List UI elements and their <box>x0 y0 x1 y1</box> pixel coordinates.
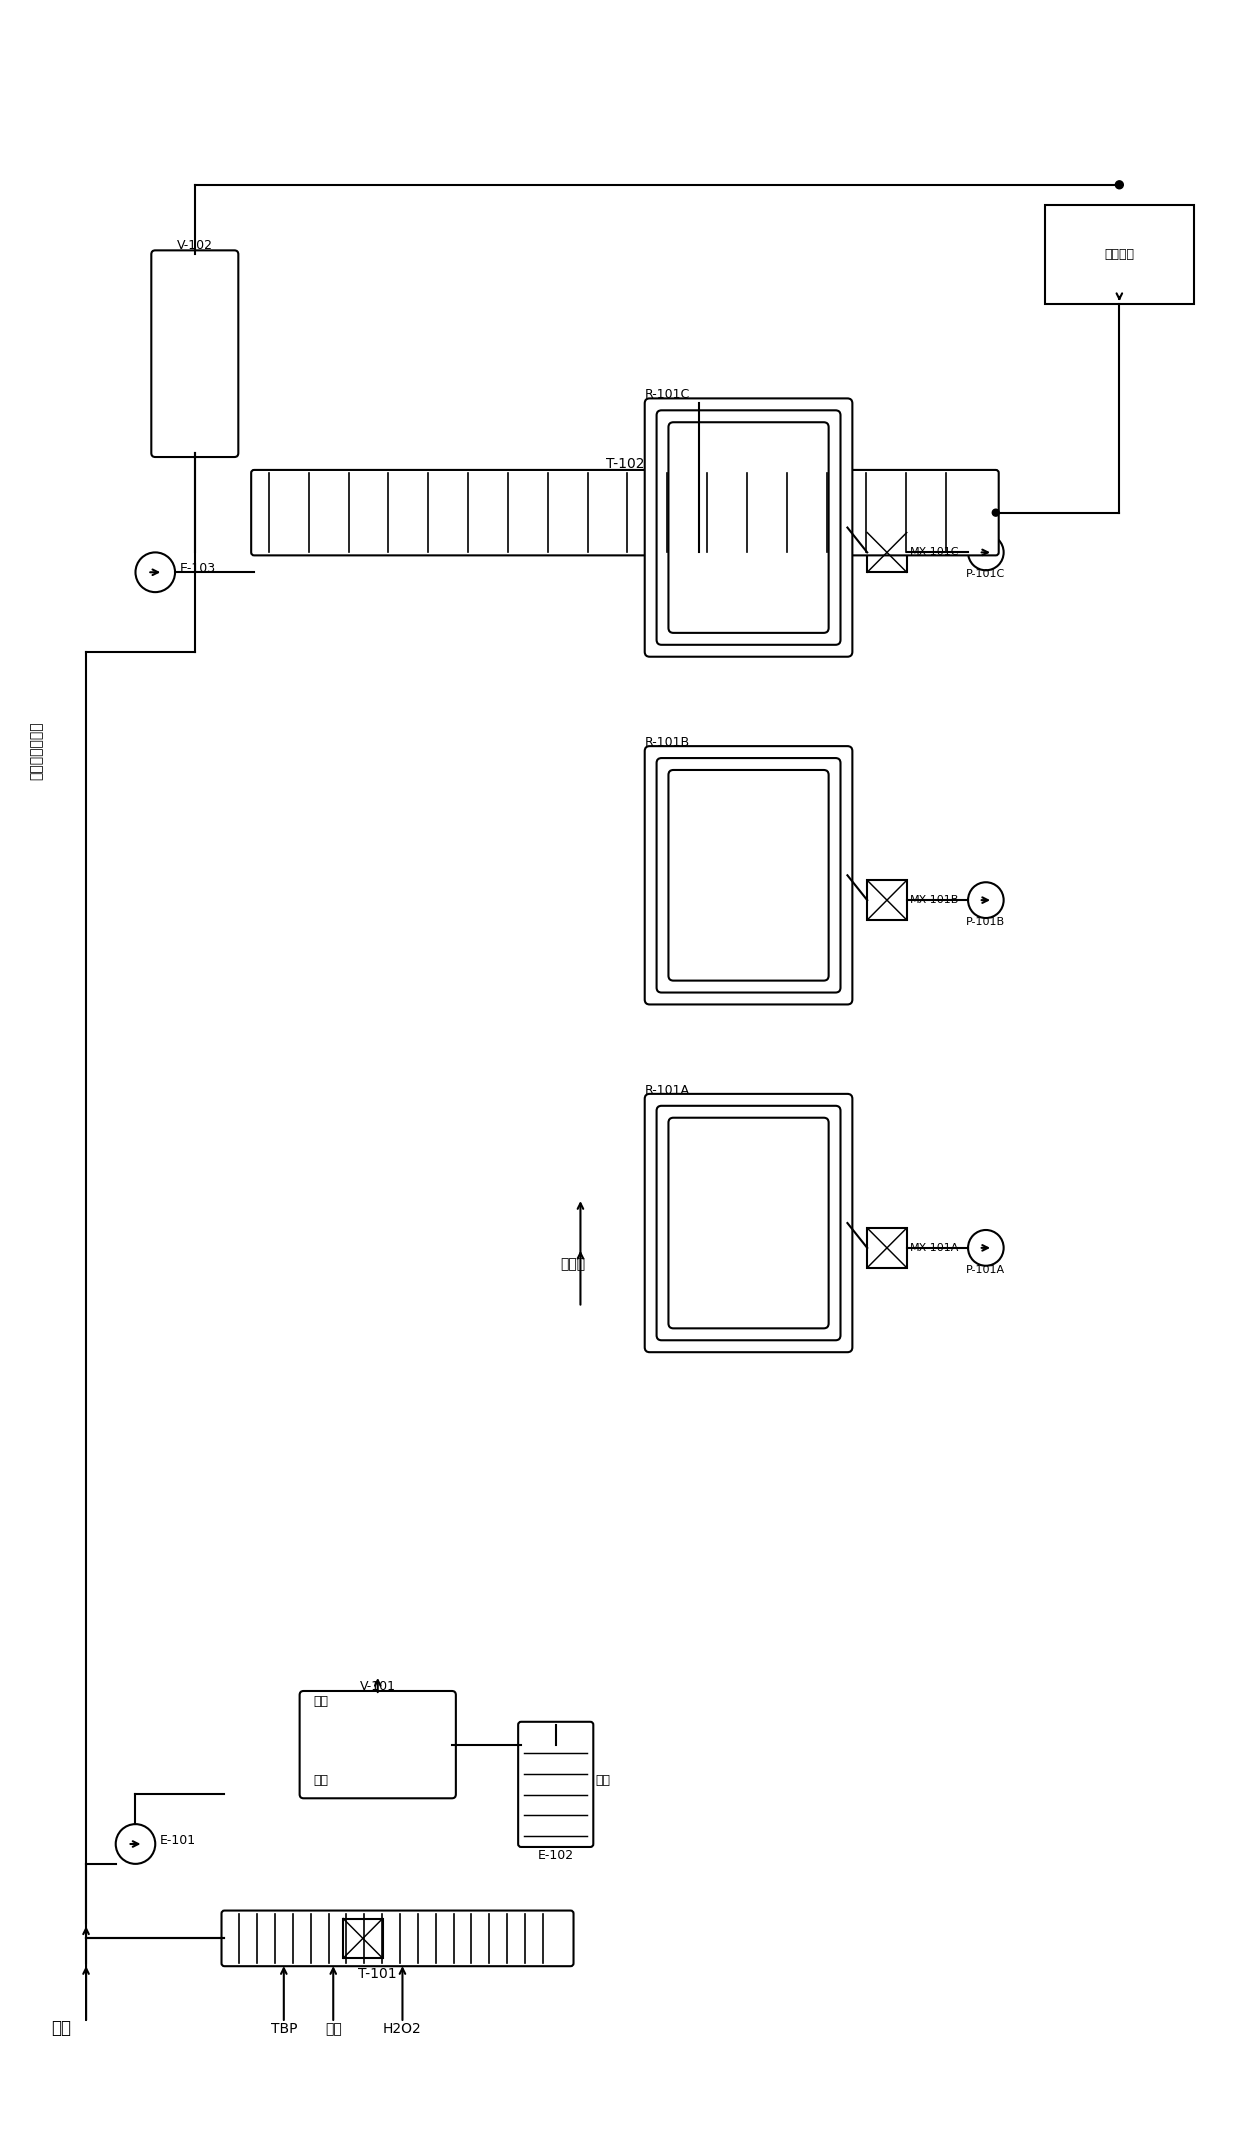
Text: MX-101B: MX-101B <box>910 896 959 905</box>
FancyBboxPatch shape <box>300 1691 456 1799</box>
FancyBboxPatch shape <box>518 1721 593 1846</box>
Text: 至丙烯除氧装置: 至丙烯除氧装置 <box>30 722 43 780</box>
FancyBboxPatch shape <box>668 1117 828 1328</box>
Circle shape <box>1116 181 1123 189</box>
Bar <box>1045 204 1194 303</box>
Text: 丙烯: 丙烯 <box>51 2018 72 2037</box>
Circle shape <box>696 509 703 516</box>
Circle shape <box>992 509 999 516</box>
Text: T-101: T-101 <box>358 1966 397 1981</box>
Text: V-101: V-101 <box>360 1681 396 1693</box>
Text: R-101C: R-101C <box>645 389 689 402</box>
FancyBboxPatch shape <box>668 769 828 980</box>
Bar <box>867 881 906 920</box>
Text: R-101B: R-101B <box>645 737 689 750</box>
Text: 分离系统: 分离系统 <box>1105 247 1135 260</box>
Text: V-102: V-102 <box>177 239 213 251</box>
Text: 油相: 油相 <box>314 1775 329 1788</box>
Bar <box>343 1919 383 1958</box>
FancyBboxPatch shape <box>252 471 998 554</box>
FancyBboxPatch shape <box>645 1094 852 1352</box>
Text: 冷却水: 冷却水 <box>560 1257 585 1270</box>
Text: R-101A: R-101A <box>645 1083 689 1096</box>
Text: MX-101C: MX-101C <box>910 548 960 557</box>
Text: E-101: E-101 <box>160 1833 196 1846</box>
Bar <box>867 1227 906 1268</box>
FancyBboxPatch shape <box>657 1107 841 1341</box>
Text: 热水: 热水 <box>595 1775 610 1788</box>
FancyBboxPatch shape <box>668 421 828 632</box>
FancyBboxPatch shape <box>645 398 852 658</box>
Text: P-101B: P-101B <box>966 918 1006 926</box>
Text: 水相: 水相 <box>314 1696 329 1708</box>
FancyBboxPatch shape <box>222 1910 574 1966</box>
Text: 甲苯: 甲苯 <box>325 2022 342 2035</box>
FancyBboxPatch shape <box>657 410 841 645</box>
Text: TBP: TBP <box>270 2022 298 2035</box>
Text: T-102: T-102 <box>605 458 645 471</box>
Text: H2O2: H2O2 <box>383 2022 422 2035</box>
Text: E-102: E-102 <box>538 1848 574 1861</box>
Text: P-101A: P-101A <box>966 1266 1006 1274</box>
FancyBboxPatch shape <box>151 251 238 458</box>
Text: E-103: E-103 <box>180 563 216 576</box>
FancyBboxPatch shape <box>645 746 852 1004</box>
Text: MX-101A: MX-101A <box>910 1242 959 1253</box>
Bar <box>867 533 906 572</box>
FancyBboxPatch shape <box>657 759 841 993</box>
Text: P-101C: P-101C <box>966 569 1006 580</box>
